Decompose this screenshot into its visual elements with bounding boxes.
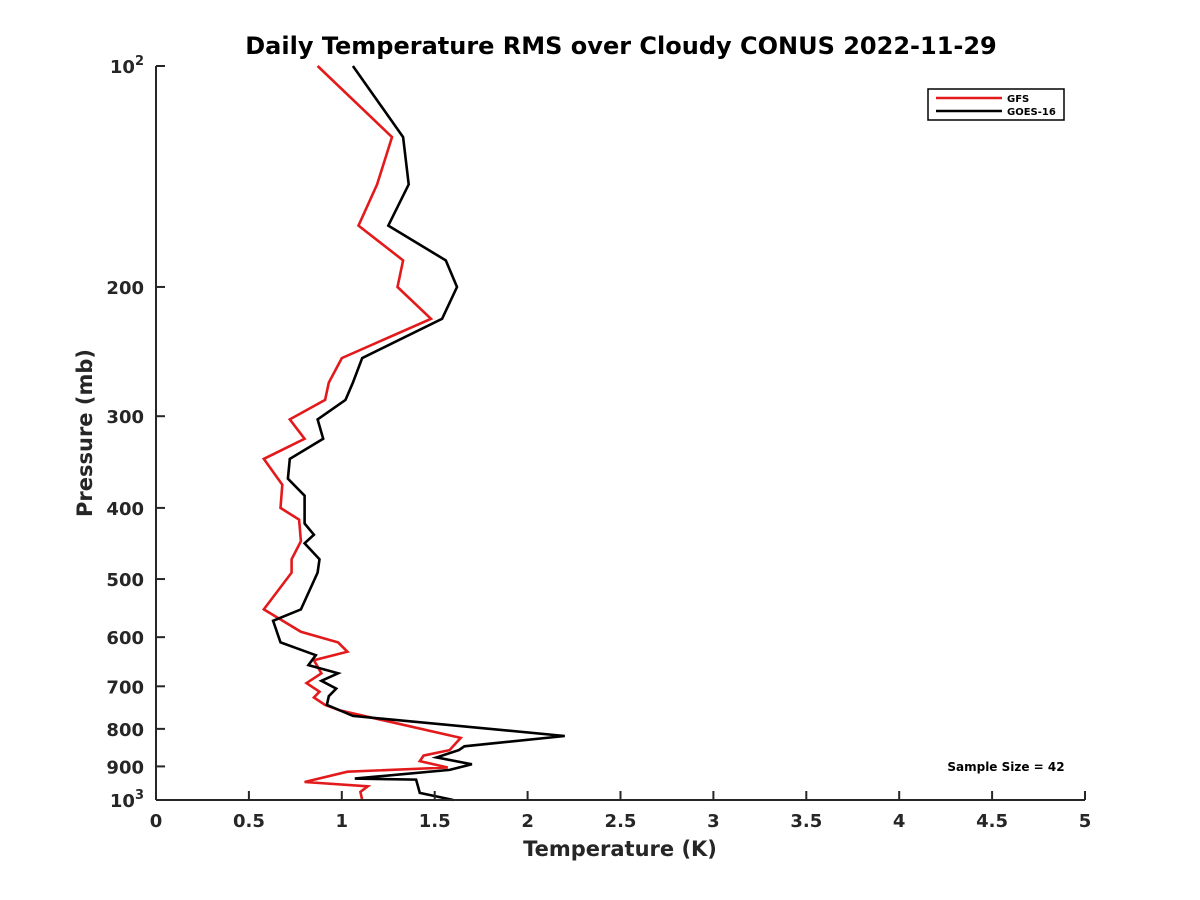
- plot-area: 0 0.5 1 1.5 2 2.5 3 3.5 4 4.5 5 102200300400500600…: [106, 54, 1091, 832]
- x-tick-label: 3.5: [790, 811, 822, 832]
- y-tick-base: 200: [106, 278, 144, 299]
- chart-title: Daily Temperature RMS over Cloudy CONUS …: [245, 32, 997, 60]
- x-tick-label: 5: [1079, 811, 1092, 832]
- series-layer: [261, 65, 565, 802]
- series-line-gfs: [261, 65, 464, 801]
- legend-label: GOES-16: [1007, 107, 1056, 118]
- y-tick-label: 102: [110, 54, 144, 78]
- y-tick-base: 900: [106, 757, 144, 778]
- x-tick-label: 0: [150, 811, 163, 832]
- y-tick-label: 400: [106, 499, 144, 520]
- y-tick-exponent: 2: [135, 54, 144, 69]
- y-tick-base: 300: [106, 407, 144, 428]
- legend-label: GFS: [1007, 94, 1029, 105]
- y-tick-base: 600: [106, 628, 144, 649]
- x-axis-label: Temperature (K): [523, 837, 717, 861]
- y-tick-label: 300: [106, 407, 144, 428]
- x-tick-label: 2: [521, 811, 534, 832]
- x-tick-label: 0.5: [233, 811, 265, 832]
- y-tick-base: 500: [106, 570, 144, 591]
- legend-entries: GFS GOES-16: [936, 94, 1056, 118]
- x-tick-label: 1: [336, 811, 349, 832]
- x-tick-label: 2.5: [605, 811, 637, 832]
- y-tick-exponent: 3: [135, 788, 144, 803]
- y-tick-base: 10: [110, 57, 135, 78]
- y-tick-base: 400: [106, 499, 144, 520]
- y-tick-base: 10: [110, 791, 135, 812]
- y-tick-base: 800: [106, 720, 144, 741]
- y-tick-base: 700: [106, 677, 144, 698]
- y-tick-label: 900: [106, 757, 144, 778]
- x-tick-label: 3: [707, 811, 720, 832]
- x-tick-label: 1.5: [419, 811, 451, 832]
- legend: GFS GOES-16: [927, 88, 1065, 121]
- y-tick-label: 103: [110, 788, 144, 812]
- x-axis-ticks: 0 0.5 1 1.5 2 2.5 3 3.5 4 4.5 5: [150, 791, 1092, 832]
- y-tick-label: 600: [106, 628, 144, 649]
- y-axis-label: Pressure (mb): [73, 349, 97, 517]
- y-tick-label: 700: [106, 677, 144, 698]
- y-tick-label: 800: [106, 720, 144, 741]
- legend-box: [927, 88, 1065, 121]
- y-tick-label: 500: [106, 570, 144, 591]
- x-tick-label: 4: [893, 811, 906, 832]
- x-tick-label: 4.5: [976, 811, 1008, 832]
- sample-size-annotation: Sample Size = 42: [947, 760, 1064, 774]
- y-tick-label: 200: [106, 278, 144, 299]
- series-line-goes-16: [271, 65, 565, 802]
